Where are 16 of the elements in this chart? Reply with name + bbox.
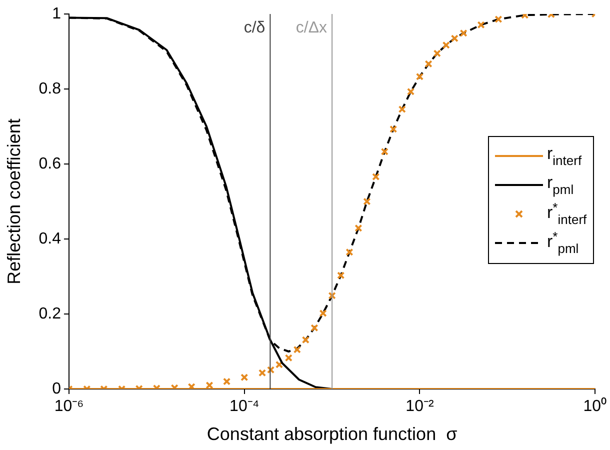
ref-line-label: c/Δx <box>296 19 328 36</box>
y-axis-title: Reflection coefficient <box>4 118 24 284</box>
x-tick-label: 10⁻⁴ <box>230 398 260 416</box>
x-tick-label: 10⁰ <box>583 397 607 416</box>
y-tick-label: 0.8 <box>38 80 62 98</box>
x-tick-label: 10⁻² <box>406 398 434 416</box>
ref-line-label: c/δ <box>244 19 266 36</box>
x-axis-title: Constant absorption function σ <box>206 424 458 444</box>
legend-label: r$_{interf}$ <box>547 144 582 168</box>
y-tick-label: 0 <box>52 380 62 398</box>
y-tick-label: 1 <box>52 5 62 22</box>
y-tick-label: 0.2 <box>38 305 62 322</box>
legend-label: r$_{pml}$ <box>547 172 574 196</box>
x-tick-label: 10⁻⁶ <box>54 398 84 416</box>
y-tick-label: 0.4 <box>38 230 62 248</box>
y-tick-label: 0.6 <box>38 155 62 172</box>
